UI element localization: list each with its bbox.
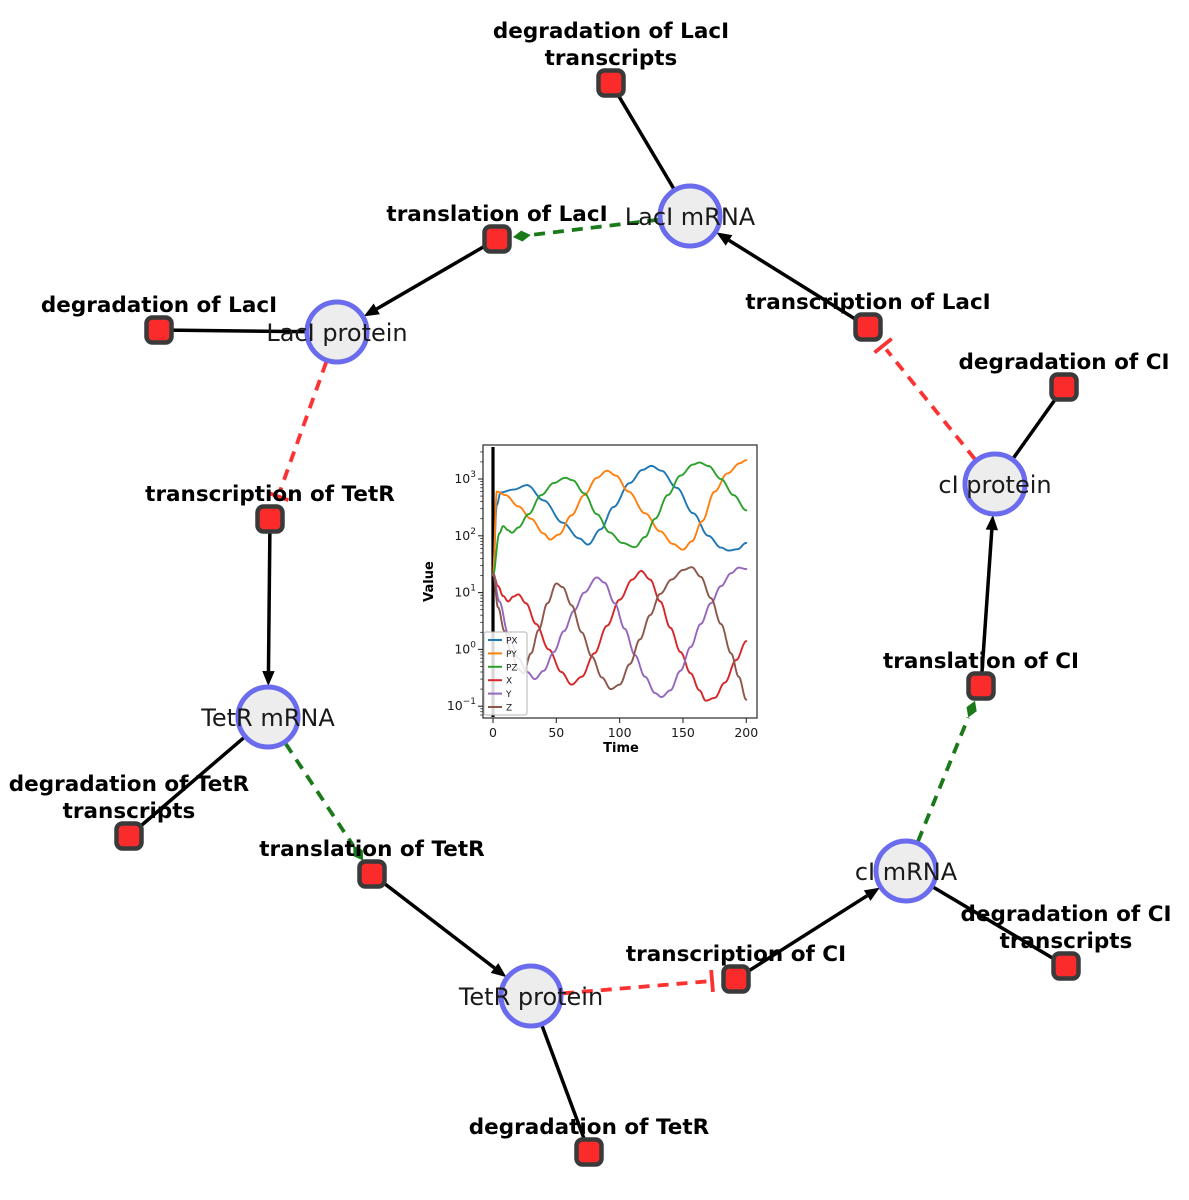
species-node-ci-mrna[interactable] <box>873 838 939 904</box>
y-tick-label: 10−1 <box>447 697 476 713</box>
edge-ci-mrna-to-translation-ci <box>916 716 970 843</box>
x-tick-label: 200 <box>734 725 758 740</box>
node-layer <box>114 68 1081 1167</box>
series-Y <box>492 566 748 698</box>
reaction-node-translation-laci[interactable] <box>482 224 512 254</box>
species-node-tetr-mrna[interactable] <box>235 684 301 750</box>
edge-laci-protein-to-transcription-tetr <box>277 361 328 493</box>
x-tick-label: 100 <box>608 725 632 740</box>
species-node-laci-mrna[interactable] <box>657 183 723 249</box>
edge-ci-mrna-to-translation-ci-catalysis-diamond-icon <box>966 700 977 718</box>
series-PY <box>492 459 748 577</box>
edge-transcription-ci-to-ci-mrna <box>735 894 869 981</box>
y-axis-label: Value <box>422 561 437 602</box>
y-tick-label: 101 <box>454 584 476 600</box>
reaction-label-deg-ci-transcripts-line2: transcripts <box>1000 929 1133 954</box>
species-label-tetr-mrna: TetR mRNA <box>200 704 335 732</box>
reaction-label-transcription-tetr: transcription of TetR <box>145 482 395 507</box>
reaction-label-deg-tetr-transcripts-line2: transcripts <box>63 799 196 824</box>
reaction-node-translation-tetr[interactable] <box>357 859 387 889</box>
reaction-node-deg-tetr-transcripts[interactable] <box>114 821 144 851</box>
reaction-node-transcription-tetr[interactable] <box>255 504 285 534</box>
legend-label-PX: PX <box>506 637 518 647</box>
edge-tetr-protein-to-transcription-ci-inhibition-tee-icon <box>709 969 715 993</box>
edge-transcription-laci-to-laci-mrna <box>728 238 869 329</box>
edge-laci-mrna-to-translation-laci <box>530 217 659 237</box>
edge-transcription-laci-to-laci-mrna-arrowhead <box>716 232 733 246</box>
series-PZ <box>492 461 748 577</box>
species-label-laci-protein: LacI protein <box>266 319 407 347</box>
legend-label-PY: PY <box>506 650 517 660</box>
reaction-node-degradation-tetr[interactable] <box>574 1137 604 1167</box>
species-label-ci-mrna: cI mRNA <box>855 858 958 886</box>
x-tick-label: 150 <box>671 725 695 740</box>
reaction-label-transcription-laci: transcription of LacI <box>745 290 990 315</box>
edge-translation-ci-to-ci-protein-arrowhead <box>985 514 999 531</box>
species-label-ci-protein: cI protein <box>938 471 1051 499</box>
x-tick-label: 50 <box>548 725 564 740</box>
y-tick-label: 103 <box>454 470 476 486</box>
y-tick-label: 102 <box>454 527 476 543</box>
edge-ci-protein-to-transcription-laci-inhibition-tee-icon <box>873 337 893 355</box>
reaction-label-degradation-ci: degradation of CI <box>959 350 1170 375</box>
edge-tetr-mrna-to-translation-tetr <box>284 742 355 847</box>
reaction-label-deg-laci-transcripts-line2: transcripts <box>545 46 678 71</box>
series-X <box>492 570 748 702</box>
edge-translation-ci-to-ci-protein <box>979 529 994 687</box>
inset-time-series-chart: 0 50 100 150 20010310210110010−1TimeValuePXP… <box>422 444 758 756</box>
legend-label-PZ: PZ <box>506 663 518 673</box>
edge-transcription-tetr-to-tetr-mrna <box>266 518 272 672</box>
species-node-ci-protein[interactable] <box>962 451 1028 517</box>
edge-laci-protein-to-transcription-tetr-inhibition-tee-icon <box>267 490 290 502</box>
edge-ci-protein-to-transcription-laci <box>884 348 977 461</box>
reaction-label-deg-tetr-transcripts-line1: degradation of TetR <box>9 772 250 797</box>
legend-label-Z: Z <box>506 704 512 714</box>
legend-label-X: X <box>506 677 512 687</box>
series-PX <box>492 464 748 577</box>
reaction-node-deg-ci-transcripts[interactable] <box>1051 951 1081 981</box>
edge-laci-mrna-to-translation-laci-catalysis-diamond-icon <box>512 230 531 242</box>
x-tick-label: 0 <box>489 725 497 740</box>
reaction-label-translation-laci: translation of LacI <box>386 202 607 227</box>
edge-transcription-ci-to-ci-mrna-arrowhead <box>863 887 880 901</box>
species-label-laci-mrna: LacI mRNA <box>625 203 756 231</box>
series-Z <box>492 566 748 701</box>
y-tick-label: 100 <box>454 640 476 656</box>
species-label-tetr-protein: TetR protein <box>458 983 603 1011</box>
reaction-node-translation-ci[interactable] <box>966 671 996 701</box>
reaction-node-transcription-ci[interactable] <box>721 964 751 994</box>
reaction-label-translation-tetr: translation of TetR <box>259 837 485 862</box>
reaction-label-transcription-ci: transcription of CI <box>626 942 846 967</box>
reaction-node-transcription-laci[interactable] <box>853 312 883 342</box>
edge-translation-laci-to-laci-protein-arrowhead <box>363 303 380 317</box>
x-axis-label: Time <box>603 741 639 756</box>
species-node-tetr-protein[interactable] <box>498 963 564 1029</box>
chart-legend: PX PY PZ XYZ <box>483 631 528 716</box>
edge-tetr-mrna-to-translation-tetr-catalysis-diamond-icon <box>353 845 364 861</box>
reaction-label-degradation-laci: degradation of LacI <box>41 293 277 318</box>
reaction-label-deg-laci-transcripts-line1: degradation of LacI <box>493 19 729 44</box>
edge-tetr-protein-to-transcription-ci <box>562 979 708 996</box>
reaction-label-translation-ci: translation of CI <box>883 649 1079 674</box>
legend-label-Y: Y <box>505 690 512 700</box>
label-layer: LacI mRNA LacI protein TetR mRNA TetR prote… <box>9 19 1172 1140</box>
edge-translation-laci-to-laci-protein <box>375 237 498 311</box>
reaction-label-deg-ci-transcripts-line1: degradation of CI <box>961 902 1172 927</box>
reaction-node-degradation-laci[interactable] <box>144 315 174 345</box>
reaction-node-deg-laci-transcripts[interactable] <box>596 68 626 98</box>
edge-translation-tetr-to-tetr-protein-arrowhead <box>490 963 507 978</box>
reaction-node-degradation-ci[interactable] <box>1049 372 1079 402</box>
species-node-laci-protein[interactable] <box>304 299 370 365</box>
edge-translation-tetr-to-tetr-protein <box>370 872 496 970</box>
edge-transcription-tetr-to-tetr-mrna-arrowhead <box>262 670 275 687</box>
reaction-label-degradation-tetr: degradation of TetR <box>469 1115 710 1140</box>
